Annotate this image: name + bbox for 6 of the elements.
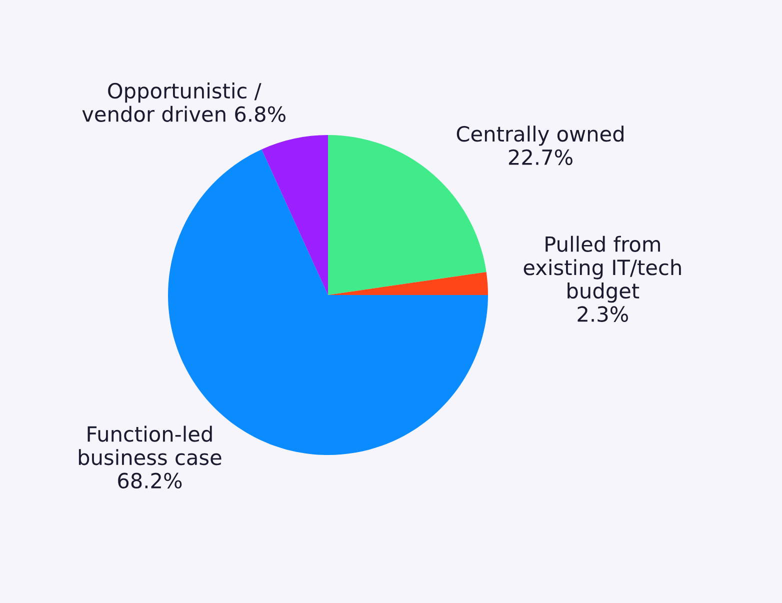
pie-slice	[328, 272, 488, 295]
slice-label: Centrally owned 22.7%	[456, 126, 624, 166]
slice-label: Pulled from existing IT/tech budget 2.3%	[524, 236, 681, 322]
slice-label: Function-led business case 68.2%	[78, 426, 222, 489]
pie-slice	[262, 135, 328, 295]
slice-label: Opportunistic / vendor driven 6.8%	[82, 82, 286, 122]
